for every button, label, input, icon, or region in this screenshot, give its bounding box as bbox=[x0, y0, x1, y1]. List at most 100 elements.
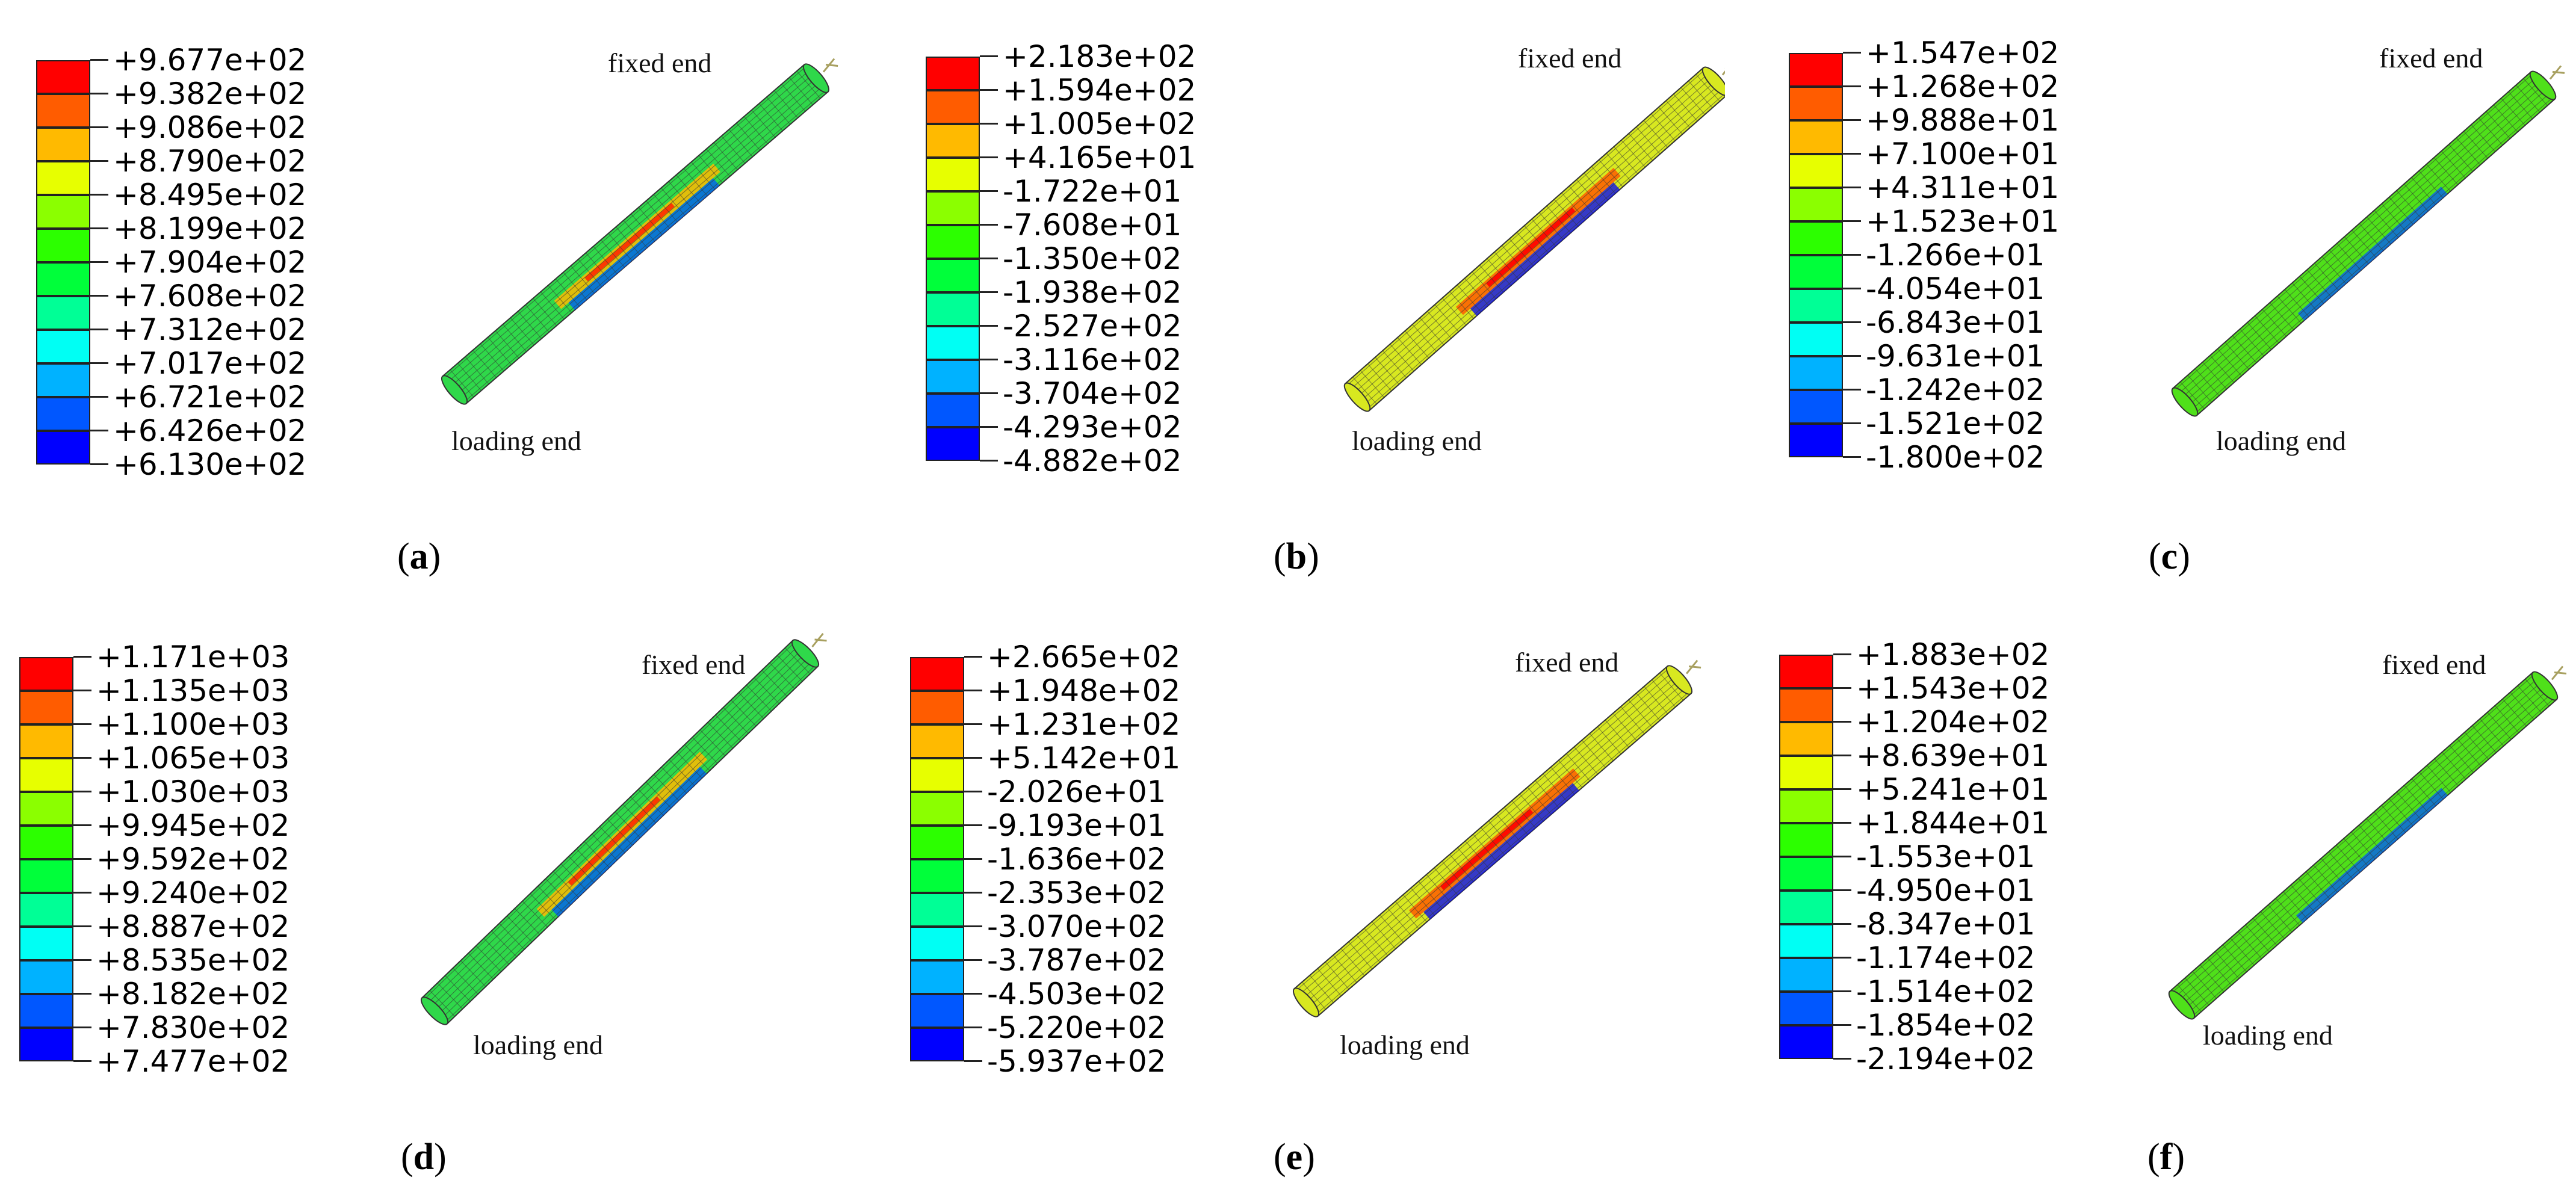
legend-swatch bbox=[19, 927, 73, 960]
mesh-line bbox=[2442, 752, 2466, 780]
legend-value: +1.135e+03 bbox=[96, 673, 290, 708]
mesh-line bbox=[1561, 192, 1586, 220]
legend-tick bbox=[90, 396, 108, 398]
legend-tick bbox=[90, 93, 108, 94]
mesh-line bbox=[522, 901, 548, 928]
legend-value: -4.503e+02 bbox=[987, 977, 1166, 1011]
legend-tick bbox=[90, 227, 108, 229]
mesh-line bbox=[1553, 199, 1579, 227]
mesh-line bbox=[1325, 962, 1349, 990]
legend-tick bbox=[73, 791, 91, 792]
mesh-line bbox=[713, 142, 738, 170]
legend-tick bbox=[964, 723, 982, 725]
legend-value: +2.183e+02 bbox=[1003, 39, 1197, 74]
mesh-line bbox=[1531, 218, 1556, 247]
mesh-line bbox=[2237, 931, 2262, 959]
legend-swatch bbox=[910, 994, 964, 1028]
mesh-line bbox=[2441, 150, 2466, 179]
mesh-line bbox=[784, 647, 811, 675]
legend-swatch bbox=[36, 94, 90, 128]
mesh-line bbox=[2215, 951, 2240, 979]
legend-value: +1.171e+03 bbox=[96, 640, 290, 675]
legend-value: -4.054e+01 bbox=[1866, 271, 2045, 306]
mesh-line bbox=[2177, 984, 2202, 1012]
mesh-line bbox=[2321, 858, 2345, 886]
fixed-end-label: fixed end bbox=[2382, 649, 2486, 680]
mesh-line bbox=[1543, 773, 1567, 801]
mesh-line bbox=[2202, 362, 2227, 389]
mesh-line bbox=[1465, 841, 1490, 869]
mesh-line bbox=[622, 804, 648, 831]
mesh-line bbox=[1643, 120, 1668, 148]
mesh-line bbox=[2525, 679, 2550, 706]
legend-swatch bbox=[926, 90, 980, 124]
legend-value: +8.887e+02 bbox=[96, 909, 290, 944]
mesh-line bbox=[2222, 944, 2247, 972]
mesh-line bbox=[445, 975, 471, 1002]
mesh-line bbox=[548, 285, 572, 313]
fixed-end-label: fixed end bbox=[2379, 43, 2483, 73]
loading-end-cap bbox=[1343, 382, 1371, 412]
mesh-line bbox=[788, 77, 813, 105]
legend-value: +8.199e+02 bbox=[113, 211, 307, 246]
legend-swatch bbox=[1779, 655, 1833, 688]
mesh-line bbox=[1599, 159, 1623, 187]
mesh-line bbox=[2277, 295, 2302, 324]
mesh-line bbox=[2418, 170, 2444, 199]
panel-caption: (a) bbox=[397, 536, 441, 577]
legend-swatch bbox=[19, 859, 73, 893]
legend-swatch bbox=[910, 657, 964, 691]
legend-tick bbox=[980, 190, 998, 192]
mesh-line bbox=[2298, 878, 2323, 906]
mesh-line bbox=[555, 279, 580, 307]
legend-value: -9.193e+01 bbox=[987, 808, 1166, 843]
mesh-line bbox=[2426, 765, 2451, 793]
legend-tick bbox=[1833, 889, 1851, 891]
mesh-line bbox=[2343, 838, 2368, 866]
legend-swatch bbox=[910, 826, 964, 859]
legend-tick bbox=[964, 757, 982, 759]
mesh-line bbox=[676, 174, 701, 203]
mesh-line bbox=[723, 707, 749, 734]
mesh-line bbox=[592, 833, 618, 860]
legend-swatch bbox=[926, 326, 980, 360]
legend-tick bbox=[980, 258, 998, 259]
legend-tick bbox=[1833, 687, 1851, 689]
mesh-line bbox=[1612, 713, 1637, 741]
mesh-line bbox=[480, 343, 504, 372]
mesh-line bbox=[2448, 144, 2473, 172]
legend-swatch bbox=[1789, 221, 1843, 255]
mesh-line bbox=[668, 181, 693, 209]
mesh-line bbox=[1665, 100, 1691, 128]
mesh-line bbox=[1527, 786, 1552, 815]
legend-swatch bbox=[910, 1028, 964, 1061]
mesh-line bbox=[2306, 269, 2332, 297]
legend-tick bbox=[73, 993, 91, 995]
legend-value: +6.721e+02 bbox=[113, 380, 307, 415]
mesh-line bbox=[1441, 860, 1466, 889]
mesh-line bbox=[1375, 357, 1399, 385]
cylinder-model bbox=[441, 58, 838, 405]
mesh-line bbox=[2389, 197, 2413, 225]
legend-value: -3.787e+02 bbox=[987, 943, 1166, 978]
legend-swatch bbox=[1779, 688, 1833, 722]
panel-c: +1.547e+02 +1.268e+02 +9.888e+01 +7.100e+01… bbox=[1733, 0, 2576, 600]
legend-tick bbox=[73, 858, 91, 860]
panel-a: +9.677e+02 +9.382e+02 +9.086e+02 +8.790e+02… bbox=[0, 0, 858, 600]
mesh-line bbox=[1659, 673, 1684, 701]
mesh-line bbox=[638, 207, 663, 235]
mesh-line bbox=[1652, 679, 1676, 708]
legend-tick bbox=[90, 430, 108, 431]
legend-value: +1.547e+02 bbox=[1866, 36, 2060, 70]
mesh-line bbox=[1524, 225, 1549, 253]
fixed-end-cap bbox=[1701, 66, 1725, 96]
legend-swatch bbox=[1789, 424, 1843, 457]
panel-letter: c bbox=[2161, 536, 2178, 577]
legend-tick bbox=[1833, 755, 1851, 756]
legend-tick bbox=[1843, 153, 1861, 155]
mesh-line bbox=[1494, 252, 1519, 280]
mesh-line bbox=[1356, 934, 1381, 963]
mesh-line bbox=[1644, 686, 1668, 714]
panel-f: +1.883e+02 +1.543e+02 +1.204e+02 +8.639e+01… bbox=[1733, 600, 2576, 1201]
mesh-line bbox=[2434, 758, 2459, 786]
